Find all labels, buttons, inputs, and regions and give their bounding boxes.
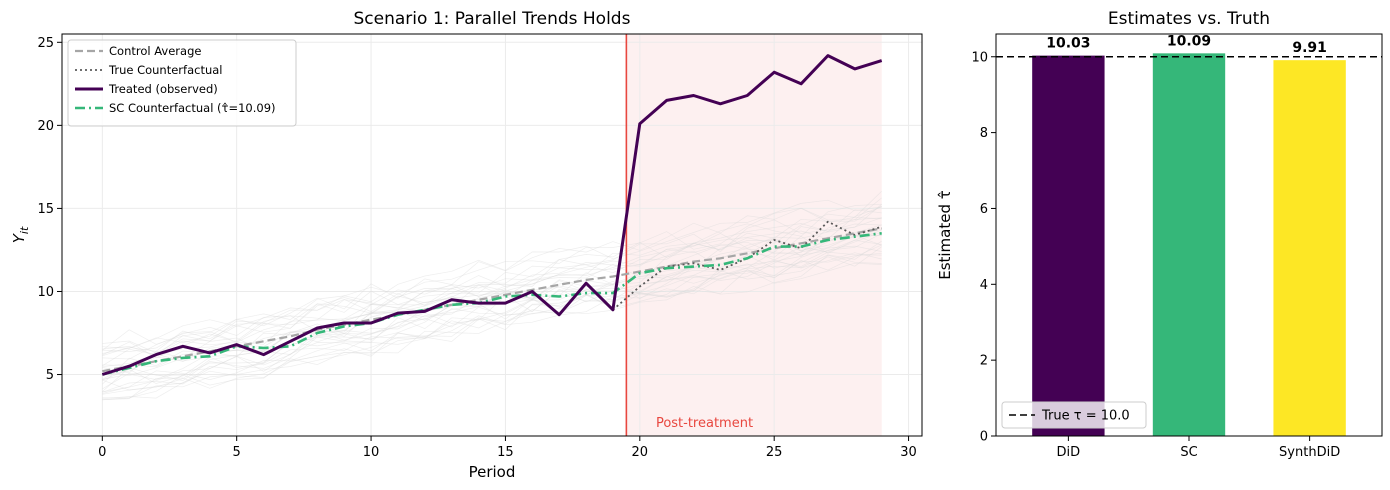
bar-sc (1152, 53, 1226, 436)
x-tick-label: 10 (363, 445, 380, 460)
control-unit-line (102, 262, 882, 401)
y-tick-label: 0 (980, 430, 988, 445)
control-unit-line (102, 235, 882, 392)
series-true-counterfactual (612, 220, 882, 311)
legend-entry: True Counterfactual (108, 63, 223, 77)
control-unit-line (102, 231, 882, 385)
control-unit-line (102, 244, 882, 399)
x-tick-label: 25 (766, 445, 783, 460)
control-unit-line (102, 213, 882, 360)
bar-value-label: 10.09 (1167, 33, 1211, 49)
control-unit-line (102, 240, 882, 391)
y-tick-label: 15 (37, 202, 54, 217)
bar-did (1032, 55, 1105, 437)
control-unit-line (102, 239, 882, 384)
line-chart-x-label: Period (469, 463, 516, 481)
control-unit-line (102, 245, 882, 390)
control-unit-line (102, 191, 882, 351)
y-tick-label: 25 (37, 36, 54, 51)
bar-value-label: 9.91 (1292, 40, 1327, 56)
y-tick-label: 5 (46, 368, 54, 383)
control-unit-line (102, 203, 882, 354)
x-tick-label: DiD (1057, 445, 1081, 460)
control-unit-line (102, 197, 882, 349)
control-unit-line (102, 252, 882, 394)
bar-chart-legend: True τ = 10.0 (1001, 401, 1147, 429)
line-chart-frame (61, 33, 923, 437)
control-unit-line (102, 203, 882, 357)
control-unit-line (102, 209, 882, 356)
control-unit-line (102, 199, 882, 354)
x-tick-label: SC (1180, 445, 1197, 460)
x-tick-label: 15 (497, 445, 514, 460)
legend-box (67, 39, 297, 127)
bar-value-label: 10.03 (1046, 36, 1090, 52)
x-tick-label: 0 (98, 445, 106, 460)
control-unit-line (102, 217, 882, 380)
x-tick-label: 20 (632, 445, 649, 460)
x-tick-label: SynthDiD (1279, 445, 1340, 460)
legend-entry: True τ = 10.0 (1041, 409, 1130, 424)
control-unit-line (102, 223, 882, 368)
y-tick-label: 2 (980, 354, 988, 369)
post-treatment-label: Post-treatment (656, 416, 753, 431)
bar-chart-y-label: Estimated τ̂ (936, 190, 954, 280)
bar-chart-estimates: 10.03 10.09 9.91 DiD SC SynthDiD 0 2 4 6 8 10 Esti… (936, 9, 1383, 460)
control-unit-line (102, 251, 882, 393)
legend-entry: SC Counterfactual (τ̂=10.09) (109, 101, 276, 115)
y-tick-label: 8 (980, 126, 988, 141)
y-tick-label: 10 (971, 50, 988, 65)
series-treated-observed (101, 54, 883, 376)
control-unit-line (102, 252, 882, 395)
bar-chart-title: Estimates vs. Truth (1108, 9, 1270, 29)
y-tick-label: 4 (980, 278, 988, 293)
control-unit-line (102, 206, 882, 367)
legend-box (1001, 401, 1147, 429)
y-tick-label: 20 (37, 119, 54, 134)
x-tick-label: 5 (233, 445, 241, 460)
line-chart-scenario-1: Post-treatment 0 5 10 15 20 25 30 5 10 15 20 25 Sce… (10, 9, 923, 481)
x-tick-label: 30 (900, 445, 917, 460)
line-chart-title: Scenario 1: Parallel Trends Holds (354, 9, 631, 29)
control-unit-line (102, 217, 882, 359)
y-tick-label: 10 (37, 285, 54, 300)
control-unit-line (102, 205, 882, 352)
control-unit-line (102, 254, 882, 400)
line-chart-y-label: Yit (10, 226, 31, 243)
control-unit-line (102, 246, 882, 400)
legend-entry: Treated (observed) (108, 82, 218, 96)
legend-entry: Control Average (109, 44, 201, 58)
series-sc-counterfactual (101, 232, 882, 376)
post-treatment-shade (626, 34, 882, 436)
bar-synthdid (1273, 60, 1346, 437)
line-chart-legend: Control Average True Counterfactual Treate… (67, 39, 297, 127)
y-tick-label: 6 (980, 202, 988, 217)
